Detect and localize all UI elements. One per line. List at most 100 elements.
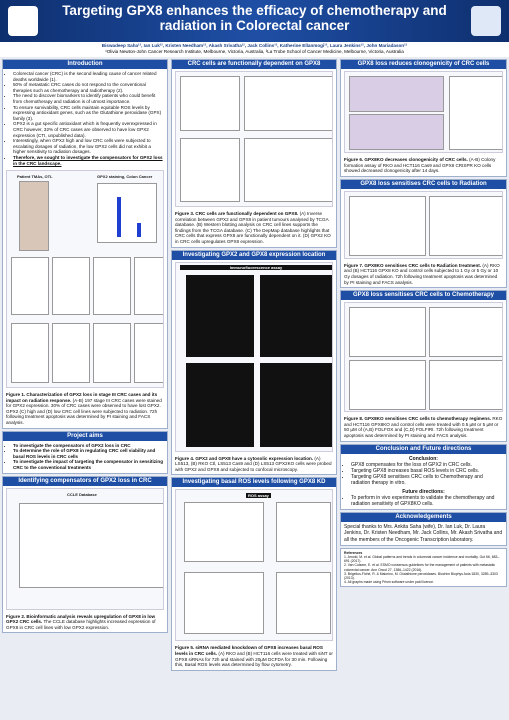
section: Investigating GPX2 and GPX8 expression l… [171, 249, 337, 476]
bullet-list: To investigate the compensators of GPX2 … [6, 443, 164, 471]
figure [344, 190, 503, 259]
bullet: To ensure survivability, CRC cells maint… [13, 105, 164, 122]
micrograph [260, 274, 332, 357]
section: Conclusion and Future directions Conclus… [340, 443, 507, 511]
bullet-list: GPX8 compensates for the loss of GPX2 in… [344, 462, 503, 487]
figure-panel [180, 138, 240, 202]
figure-label: GPX2 staining, Colon Cancer [97, 174, 153, 180]
affiliation: ¹Olivia Newton-John Cancer Research Inst… [105, 49, 404, 54]
bullet: Targeting GPX8 sensitises CRC cells to C… [351, 474, 503, 486]
caption-text: (A) RKO and (B) HCT116 GPX8 KO and contr… [344, 262, 500, 285]
section: Investigating basal ROS levels following… [171, 477, 337, 671]
caption-label: Figure 7. GPX8KO sensitises CRC cells to… [344, 262, 482, 268]
section-title: Investigating basal ROS levels following… [172, 478, 336, 488]
bullet: Interestingly, when GPX2 high and low CR… [13, 138, 164, 155]
bullet: To perform in vivo experiments to valida… [351, 495, 503, 507]
section-title: Conclusion and Future directions [341, 444, 506, 454]
figure-panel [349, 76, 444, 112]
figure-panel [184, 572, 264, 635]
figure-panel [429, 195, 502, 256]
column: GPX8 loss reduces clonogenicity of CRC c… [340, 59, 507, 588]
micrograph [186, 362, 254, 447]
bullet: To investigate the impact of targeting t… [13, 459, 164, 470]
bullet: Targeting GPX8 increases basal ROS level… [351, 468, 503, 474]
references: References 1. Arnold, M. et al. Global p… [341, 549, 506, 587]
caption-text: RKO and HCT116 GPX8KO and control cells … [344, 416, 503, 438]
figure-panel [52, 257, 90, 316]
caption-label: Figure 2. Bioinformatic analysis reveals… [6, 613, 156, 625]
figure-panel [97, 183, 157, 244]
reference: 4. All graphs made using Prism software … [344, 580, 434, 585]
section: GPX8 loss sensitises CRC cells to Chemot… [340, 290, 507, 442]
figure [175, 71, 333, 207]
caption-text: (A) LS513, (B) RKO Ctl, LS513 Cas9 and (… [175, 455, 332, 472]
caption-label: Figure 1. Characterization of GPX2 loss … [6, 392, 158, 403]
figure-panel [349, 114, 444, 150]
section-title: GPX8 loss reduces clonogenicity of CRC c… [341, 60, 506, 69]
figure: ROS assay [175, 489, 333, 642]
caption-label: Figure 4. GPX2 and GPX8 have a cytosolic… [175, 455, 314, 461]
bullet: To investigate the compensators of GPX2 … [13, 443, 164, 449]
section-title: Investigating GPX2 and GPX8 expression l… [172, 250, 336, 260]
column: CRC cells are functionally dependent on … [171, 59, 337, 671]
caption-label: Figure 8. GPX8KO sensitises CRC cells to… [344, 416, 492, 422]
figure-panel [276, 502, 331, 563]
section: Introduction Colorectal cancer (CRC) is … [2, 59, 168, 429]
section-title: Introduction [3, 60, 167, 69]
caption-text: (A) RKO and (B) HCT116 cells were treate… [175, 650, 333, 668]
section-title: Acknowledgements [341, 513, 506, 523]
caption-text: The CCLE database highlights increased e… [6, 619, 156, 630]
figure-caption: Figure 7. GPX8KO sensitises CRC cells to… [341, 261, 506, 287]
figure-panel [180, 76, 240, 131]
figure [344, 71, 503, 153]
figure-caption: Figure 3. CRC cells are functionally dep… [172, 209, 336, 247]
figure-shape [117, 197, 121, 238]
subheading: Conclusion: [409, 455, 438, 462]
bullet: The need to discover biomarkers to ident… [13, 93, 164, 104]
references-title: References [344, 550, 363, 555]
figure-caption: Figure 8. GPX8KO sensitises CRC cells to… [341, 414, 506, 440]
logo [471, 6, 501, 36]
figure-panel [19, 502, 163, 588]
caption-text: (A) Inverse correlation between GPX2 and… [175, 211, 331, 244]
figure-panel [52, 323, 90, 384]
subheading: Future directions: [402, 488, 445, 495]
reference: 3. Brigelius-Flohé, R. & Maiorino, M. Gl… [344, 571, 498, 580]
section-body: To investigate the compensators of GPX2 … [3, 441, 167, 473]
section: CRC cells are functionally dependent on … [171, 59, 337, 248]
bullet: To determine the role of GPX8 in regulat… [13, 448, 164, 459]
section-title: Project aims [3, 431, 167, 441]
figure-panel [244, 76, 332, 131]
figure-panel [93, 257, 131, 316]
figure-panel [429, 307, 502, 358]
bullet: GPX2 is a gut specific antioxidant which… [13, 121, 164, 138]
figure-panel [349, 195, 426, 256]
figure [344, 302, 503, 413]
micrograph [19, 181, 49, 252]
section-title: Identifying compensators of GPX2 loss in… [3, 476, 167, 486]
figure-panel [349, 307, 426, 358]
section: References 1. Arnold, M. et al. Global p… [340, 547, 507, 588]
figure-panel [11, 257, 49, 316]
section: GPX8 loss sensitises CRC cells to Radiat… [340, 178, 507, 289]
figure-label: Patient TMAs, OTL [17, 174, 53, 180]
figure-panel [184, 502, 264, 563]
section: Identifying compensators of GPX2 loss in… [2, 475, 168, 634]
section-title: GPX8 loss sensitises CRC cells to Chemot… [341, 291, 506, 301]
bullet-list: To perform in vivo experiments to valida… [344, 495, 503, 507]
bullet: GPX8 compensates for the loss of GPX2 in… [351, 462, 503, 468]
figure-panel [349, 360, 426, 411]
caption-text: (A-B) 197 stage III CRC cases were stain… [6, 397, 162, 426]
caption-text: (A-B) Colony formation assay of RKO and … [344, 157, 496, 174]
authors: Biswadeep Saha¹², Ian Luk¹², Kristen Nee… [101, 43, 408, 48]
poster-title: Targeting GPX8 enhances the efficacy of … [62, 3, 447, 33]
caption-label: Figure 3. CRC cells are functionally dep… [175, 211, 299, 216]
section: GPX8 loss reduces clonogenicity of CRC c… [340, 59, 507, 177]
figure-caption: Figure 6. GPX8KO decreases clonogenicity… [341, 155, 506, 176]
figure-label: CCLE Database [67, 491, 97, 497]
section-title: GPX8 loss sensitises CRC cells to Radiat… [341, 179, 506, 189]
micrograph [260, 362, 332, 447]
column: Introduction Colorectal cancer (CRC) is … [2, 59, 168, 634]
figure-shape [137, 223, 141, 238]
